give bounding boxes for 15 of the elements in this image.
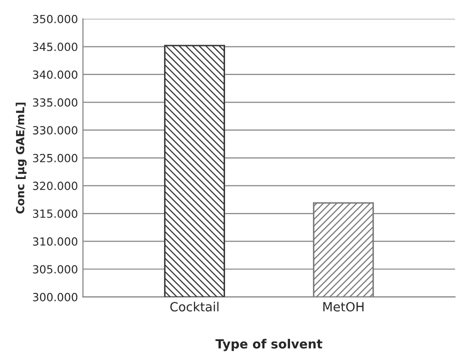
y-tick-label: 315.000 [32,209,78,218]
y-tick-label: 335.000 [32,98,78,107]
y-tick-label: 330.000 [32,126,78,134]
y-tick-label: 320.000 [32,182,78,190]
y-tick-label: 350.000 [32,14,78,24]
y-tick-label: 345.000 [32,42,78,52]
y-tick-label: 300.000 [32,292,78,302]
y-tick-label: 305.000 [32,265,78,274]
x-tick-label: MetOH [323,302,364,312]
y-axis-title: Conc [µg GAE/mL] [16,102,27,214]
x-tick-label: Cocktail [170,302,218,312]
y-tick-label: 340.000 [32,70,78,79]
y-tick-label: 310.000 [32,237,78,246]
y-tick-label: 325.000 [32,154,78,162]
x-axis-title: Type of solvent [215,338,322,352]
